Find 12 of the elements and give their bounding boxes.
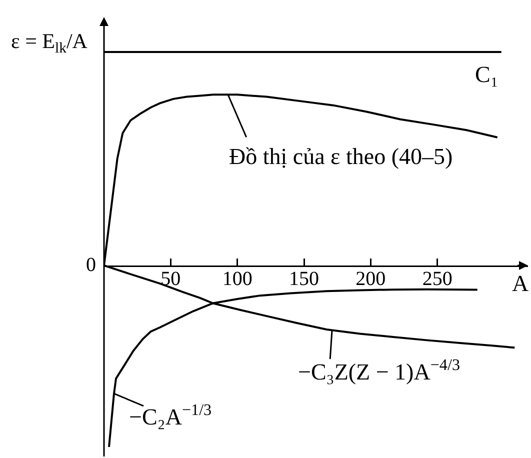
x-tick-label: 250 <box>422 268 452 290</box>
x-tick-label: 150 <box>289 268 319 290</box>
x-tick-label: 50 <box>160 268 181 290</box>
annotation: −C₂A$^{−1/3}$ <box>129 402 212 430</box>
annotation: Đồ thị của ε theo (40–5) <box>229 144 453 169</box>
y-axis-title: ε = E$_{lk}$/A <box>11 29 88 56</box>
annotation: −C₃Z(Z − 1)A$^{−4/3}$ <box>298 357 460 385</box>
series-label: C₁ <box>475 62 498 87</box>
x-tick-label: 200 <box>356 268 386 290</box>
x-tick-label: 100 <box>222 268 252 290</box>
x-axis-title: A <box>512 271 529 296</box>
annotation: 0 <box>86 254 96 276</box>
